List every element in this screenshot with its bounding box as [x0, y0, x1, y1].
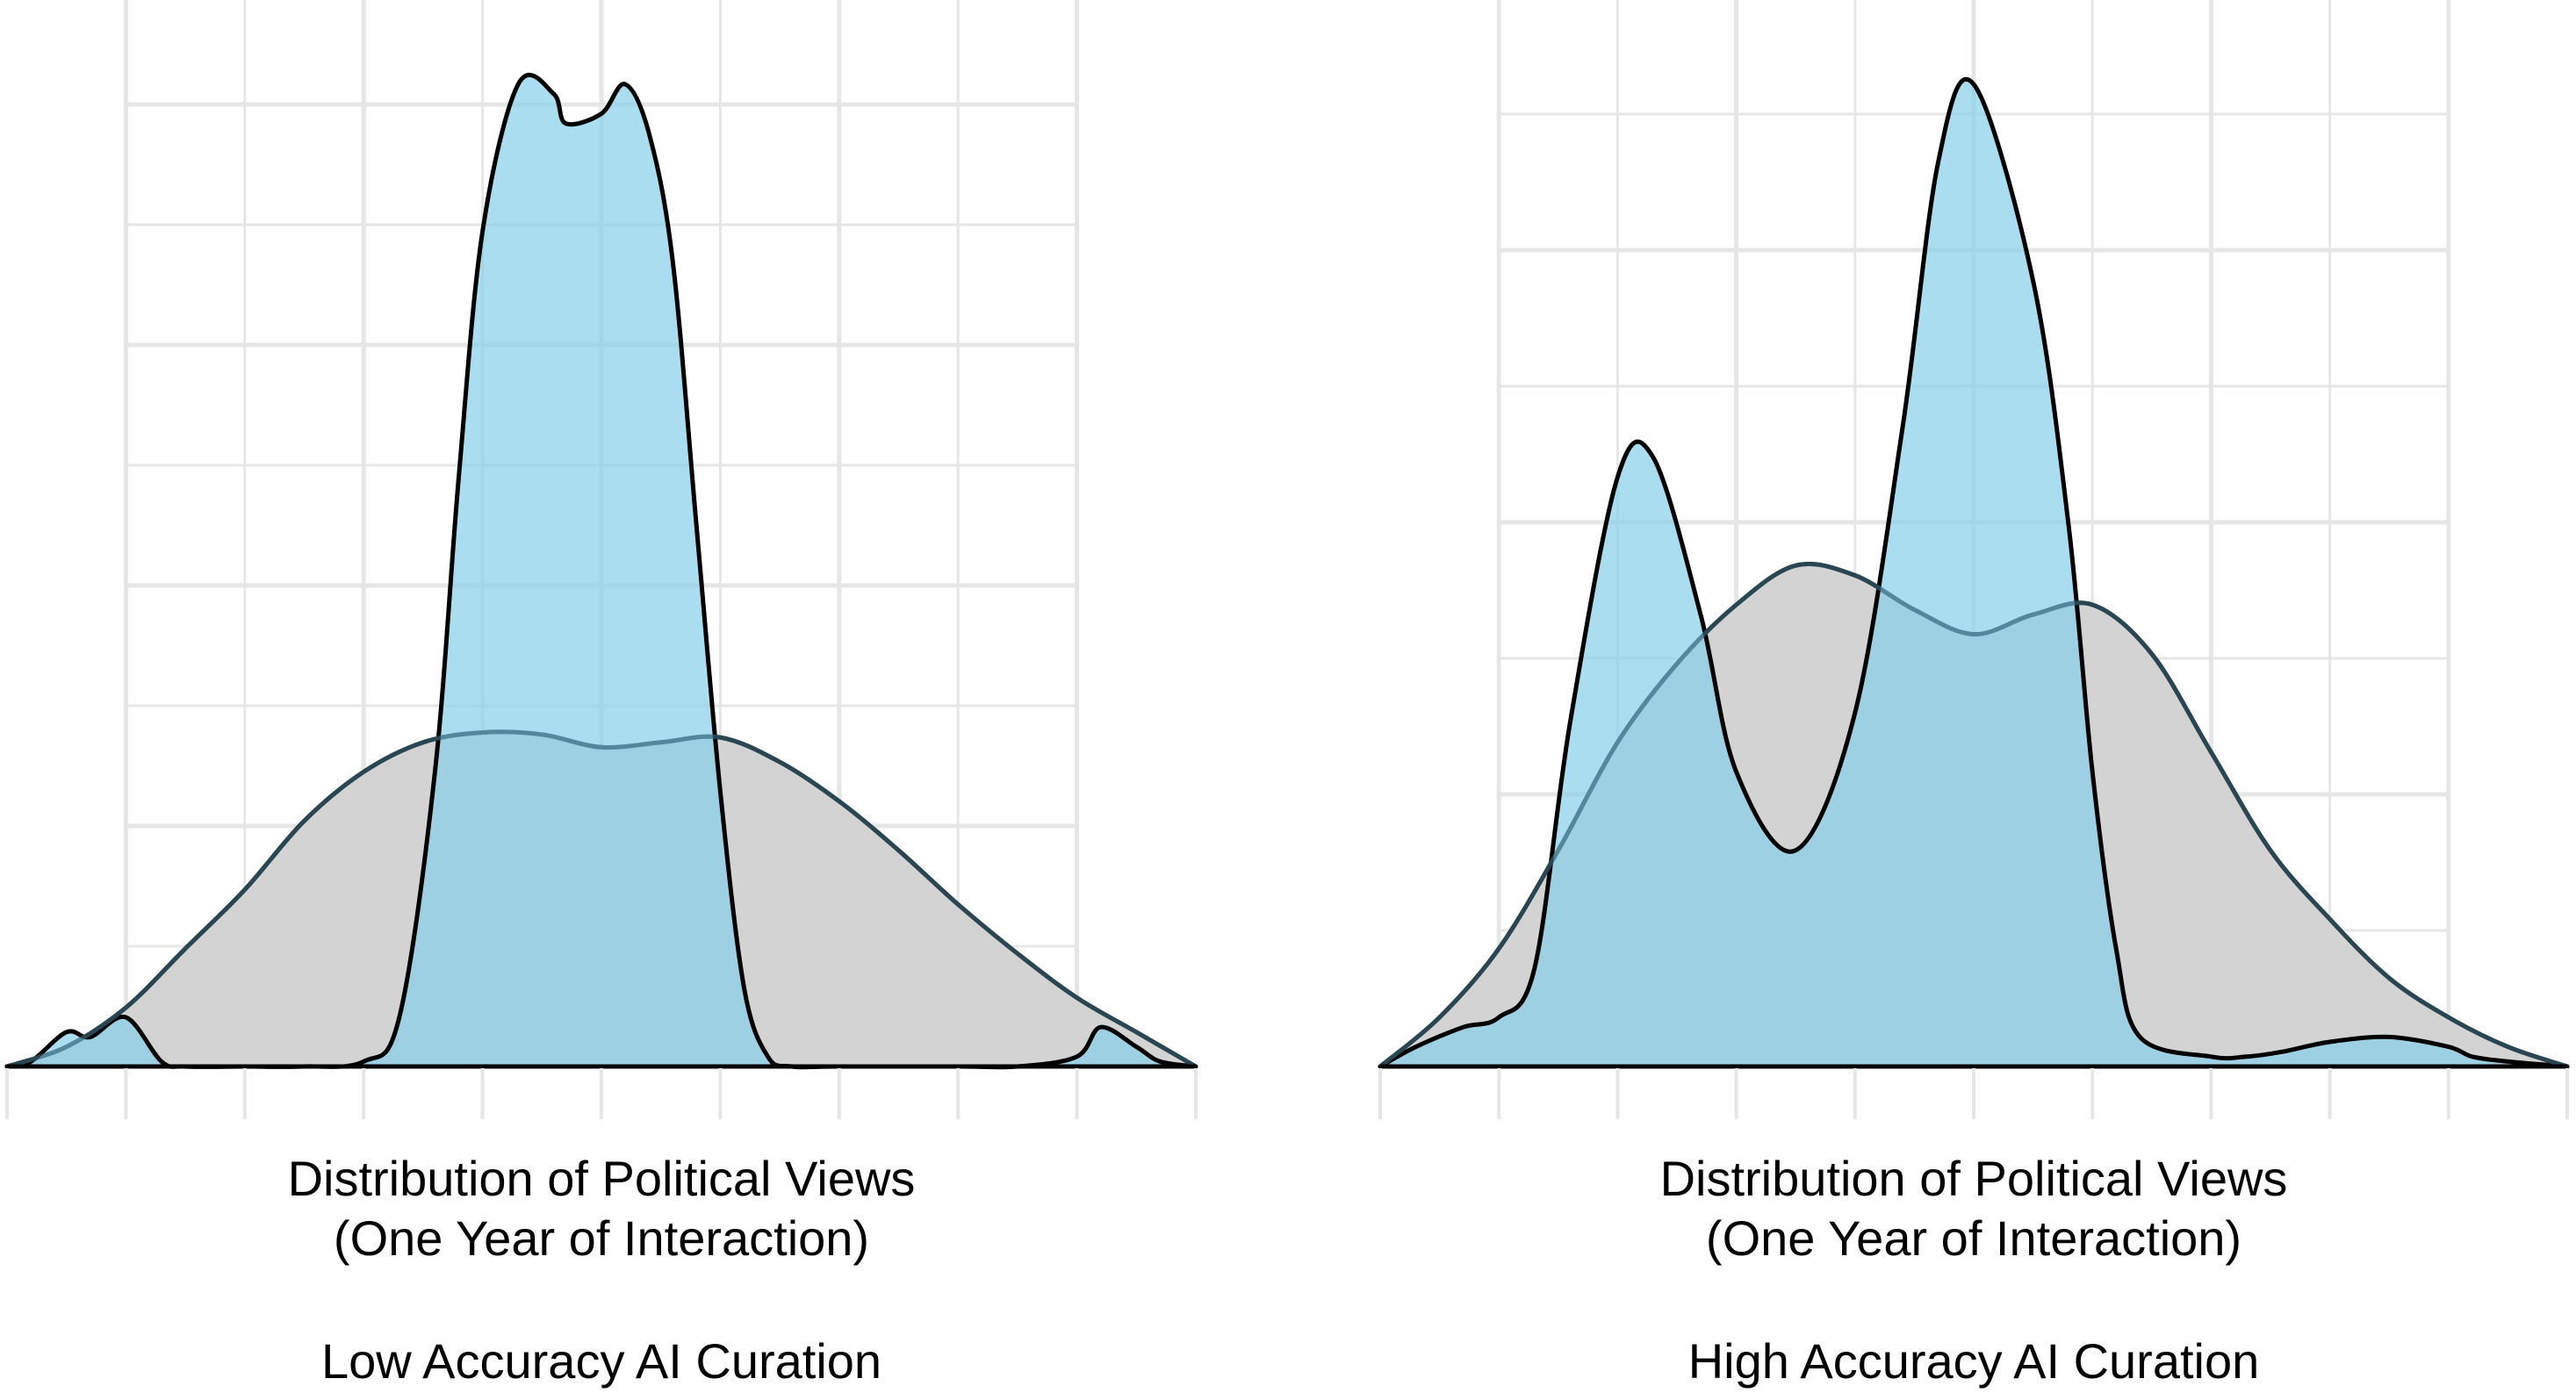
panel-low-accuracy: Distribution of Political Views (One Yea… — [4, 0, 1198, 1389]
x-axis-ticks — [1378, 1068, 2569, 1119]
x-axis-label-line-2: (One Year of Interaction) — [1706, 1210, 2241, 1266]
baseline-distribution-outline — [1378, 561, 2568, 1069]
baseline-distribution-outline — [6, 729, 1198, 1069]
panel-subtitle: Low Accuracy AI Curation — [321, 1333, 881, 1389]
x-axis-ticks — [5, 1068, 1198, 1119]
panel-subtitle: High Accuracy AI Curation — [1688, 1333, 2260, 1389]
x-axis-label-line-1: Distribution of Political Views — [288, 1151, 916, 1206]
x-axis-label-line-1: Distribution of Political Views — [1660, 1151, 2288, 1206]
panel-high-accuracy: Distribution of Political Views (One Yea… — [1378, 0, 2570, 1389]
curated-distribution-area — [1378, 76, 2570, 1069]
x-axis-label-line-2: (One Year of Interaction) — [334, 1210, 869, 1266]
